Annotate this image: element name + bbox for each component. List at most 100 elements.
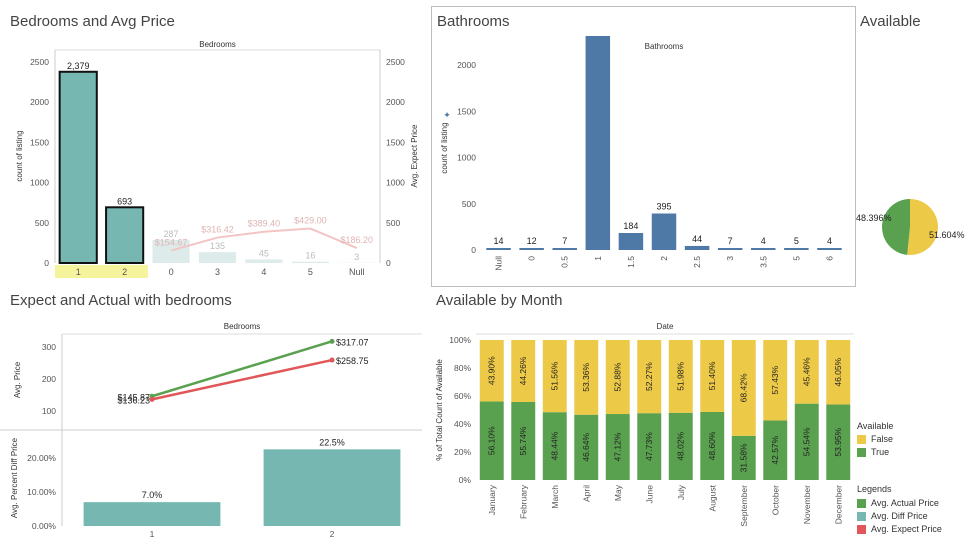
expect-actual-point-label: $258.75	[336, 356, 369, 366]
by-month-xtick: July	[676, 484, 686, 500]
legend-item-true[interactable]: True	[857, 447, 972, 457]
expect-actual-xtick: 2	[330, 529, 335, 539]
expect-actual-ytick: 300	[42, 342, 56, 352]
available-pie-chart[interactable]: 51.604% 48.396%	[856, 190, 975, 270]
by-month-label-true: 31.58%	[739, 443, 749, 472]
by-month-label-true: 46.64%	[581, 433, 591, 462]
bathrooms-bar	[552, 248, 577, 250]
by-month-xtick: December	[833, 485, 843, 524]
by-month-xtick: March	[550, 485, 560, 509]
bathrooms-bar	[486, 248, 511, 250]
bathrooms-xtick: 1	[593, 256, 603, 261]
by-month-bar-true	[605, 414, 630, 480]
available-pie-slice-true	[882, 199, 910, 255]
by-month-label-true: 53.95%	[833, 427, 843, 456]
bedrooms-line-label: $316.42	[201, 225, 234, 235]
by-month-xtick: August	[707, 484, 717, 511]
available-by-month-chart[interactable]: Date 0% 20% 40% 60% 80% 100% % of Total Count o…	[430, 314, 856, 548]
bedrooms-ytick: 2000	[30, 97, 49, 107]
by-month-label-true: 48.02%	[676, 432, 686, 461]
bathrooms-xtick: 0.5	[560, 256, 570, 268]
bathrooms-pin-icon: ✦	[443, 110, 451, 120]
legend-label-false: False	[871, 434, 894, 444]
bedrooms-bar	[152, 239, 190, 263]
expect-actual-point	[329, 338, 335, 344]
by-month-label-false: 45.46%	[802, 357, 812, 386]
bathrooms-ytick: 1500	[457, 106, 476, 116]
bedrooms-ytick-right: 2000	[386, 97, 405, 107]
legend-item-diff-price[interactable]: Avg. Diff Price	[857, 511, 972, 521]
bedrooms-line-label: $154.67	[155, 238, 188, 248]
bathrooms-bar	[717, 248, 743, 250]
by-month-ytick: 0%	[459, 475, 472, 485]
diff-bar	[263, 449, 401, 526]
bedrooms-ytick-right: 1500	[386, 137, 405, 147]
by-month-bar-true	[731, 435, 756, 480]
bedrooms-bar-label: 3	[354, 252, 359, 262]
bedrooms-ytick: 1500	[30, 137, 49, 147]
by-month-bar-false	[637, 340, 662, 414]
bedrooms-bar-label: 287	[164, 229, 179, 239]
by-month-bar-true	[668, 412, 693, 480]
bathrooms-bar-label: 7	[728, 236, 733, 246]
bathrooms-header: Bathrooms	[645, 42, 684, 51]
expect-actual-point-label: $136.23	[117, 395, 150, 405]
bathrooms-bar-label: 7	[562, 236, 567, 246]
diff-ytick: 10.00%	[27, 487, 56, 497]
bedrooms-bar	[58, 70, 98, 265]
expect-actual-line-actual	[151, 340, 333, 398]
legend-item-false[interactable]: False	[857, 434, 972, 444]
bedrooms-ytick: 0	[44, 258, 49, 268]
diff-bar-label: 22.5%	[319, 437, 345, 447]
bathrooms-bar	[651, 213, 677, 250]
diff-ylabel: Avg. Percent Diff Price	[10, 437, 19, 518]
bathrooms-xtick: 2	[659, 256, 669, 261]
legend-label-true: True	[871, 447, 890, 457]
by-month-bar-false	[700, 340, 725, 412]
bedrooms-xtick: 1	[76, 267, 81, 277]
bathrooms-ytick: 500	[462, 199, 476, 209]
bathrooms-ytick: 1000	[457, 153, 476, 163]
by-month-label-true: 55.74%	[518, 426, 528, 455]
bedrooms-chart[interactable]: Bedrooms 0 0 500 500 1000 1000 1500 1500 2000 2000…	[0, 36, 420, 284]
bedrooms-xtick: 3	[215, 267, 220, 277]
expect-actual-chart-title: Expect and Actual with bedrooms	[10, 292, 232, 309]
by-month-bar-false	[605, 340, 630, 415]
expect-actual-ytick: 100	[42, 406, 56, 416]
by-month-label-false: 51.40%	[707, 361, 717, 390]
legend-item-expect-price[interactable]: Avg. Expect Price	[857, 524, 972, 534]
by-month-xtick: June	[644, 485, 654, 504]
bathrooms-bar-label: 4	[761, 236, 766, 246]
by-month-label-false: 43.90%	[487, 356, 497, 385]
expect-actual-ylabel: Avg. Price	[13, 361, 22, 398]
bedrooms-bar	[105, 206, 145, 264]
by-month-label-false: 52.88%	[613, 362, 623, 391]
by-month-bar-true	[637, 413, 662, 480]
bedrooms-xtick: 0	[169, 267, 174, 277]
bedrooms-ylabel: count of listing	[15, 130, 24, 181]
bathrooms-chart[interactable]: Bathrooms 0 500 1000 1500 2000 count of listin…	[432, 36, 853, 284]
bathrooms-bar-label: 4	[827, 236, 832, 246]
by-month-bar-false	[826, 340, 851, 405]
bedrooms-xtick: Null	[349, 267, 365, 277]
by-month-xtick: April	[581, 485, 591, 502]
expect-actual-chart[interactable]: Bedrooms 100 200 300 Avg. Price $145.87 $317.0…	[0, 314, 422, 548]
bathrooms-bar-label: 14	[494, 236, 504, 246]
bathrooms-bar	[684, 245, 710, 250]
by-month-ylabel: % of Total Count of Available	[435, 359, 444, 461]
by-month-xtick: May	[613, 484, 623, 501]
bathrooms-ytick: 0	[471, 245, 476, 255]
bathrooms-xtick: 3.5	[758, 256, 768, 268]
bedrooms-ytick-right: 1000	[386, 178, 405, 188]
available-legend-title: Available	[857, 421, 894, 431]
bathrooms-xtick: 1.5	[626, 256, 636, 268]
legend-swatch-false	[857, 434, 866, 444]
by-month-bar-false	[763, 340, 788, 421]
by-month-ytick: 100%	[449, 335, 471, 345]
by-month-label-true: 47.73%	[644, 432, 654, 461]
bedrooms-bar-label: 693	[117, 196, 132, 206]
legend-item-actual-price[interactable]: Avg. Actual Price	[857, 498, 972, 508]
bedrooms-selected-highlight	[101, 265, 148, 278]
bathrooms-bar	[585, 36, 611, 250]
by-month-xtick: February	[518, 484, 528, 519]
